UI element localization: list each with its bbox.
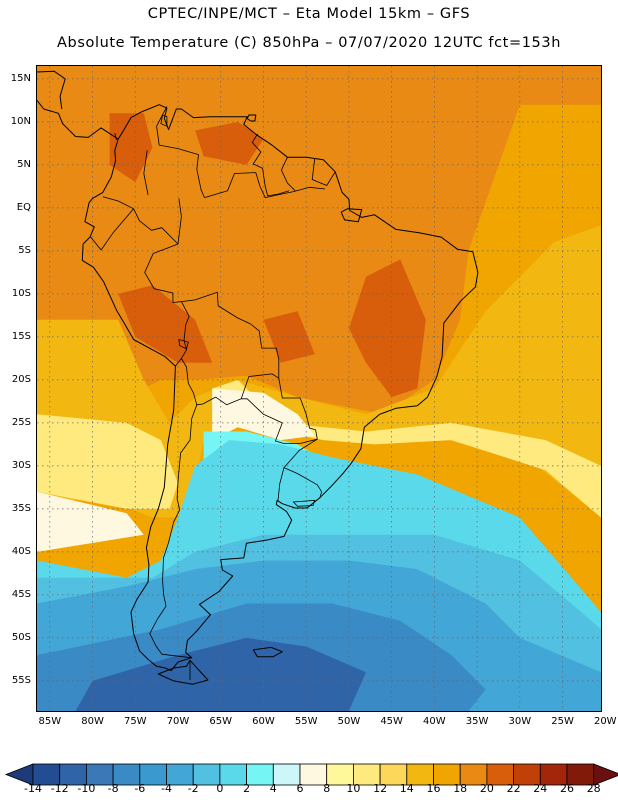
- country-border-12: [283, 438, 323, 498]
- colorbar-label: 6: [296, 782, 304, 795]
- country-border-3: [102, 196, 179, 245]
- latitude-label: 5S: [18, 244, 31, 256]
- latitude-label: 45S: [11, 588, 31, 600]
- country-border-9: [144, 198, 190, 367]
- colorbar-label: -6: [134, 782, 146, 795]
- colorbar-label: 10: [346, 782, 361, 795]
- map-title-line-2: Absolute Temperature (C) 850hPa – 07/07/…: [57, 35, 561, 51]
- temperature-band-1: [109, 113, 153, 183]
- latitude-label: 15N: [10, 72, 31, 84]
- coastline-4: [252, 646, 283, 658]
- coastline-3: [157, 659, 209, 685]
- longitude-label: 80W: [81, 716, 104, 727]
- map-title-line-1: CPTEC/INPE/MCT – Eta Model 15km – GFS: [147, 6, 471, 22]
- colorbar-label: -2: [187, 782, 199, 795]
- temperature-band-6: [37, 225, 601, 518]
- longitude-label: 20W: [593, 716, 617, 727]
- longitude-label: 25W: [551, 716, 574, 727]
- longitude-label: 65W: [209, 716, 233, 727]
- lake-0: [178, 338, 189, 350]
- colorbar-label: -14: [24, 782, 42, 795]
- country-border-14: [149, 404, 198, 659]
- country-border-8: [204, 172, 326, 199]
- country-border-0: [114, 133, 117, 141]
- colorbar-label: 28: [586, 782, 601, 795]
- longitude-label: 45W: [380, 716, 403, 727]
- latitude-label: 35S: [11, 502, 31, 514]
- colorbar-label: -4: [161, 782, 172, 795]
- country-border-2: [143, 150, 149, 196]
- longitude-label: 55W: [294, 716, 318, 727]
- longitude-label: 70W: [166, 716, 190, 727]
- colorbar-label: -8: [107, 782, 119, 795]
- coastline-5: [246, 114, 257, 122]
- lat-lon-grid: [37, 66, 601, 711]
- longitude-label: 75W: [123, 716, 147, 727]
- colorbar-label: 26: [560, 782, 574, 795]
- longitude-label: 30W: [508, 716, 532, 727]
- colorbar-label: 24: [533, 782, 548, 795]
- temperature-field: [37, 66, 601, 711]
- longitude-label: 60W: [252, 716, 275, 727]
- country-border-5: [251, 133, 290, 197]
- colorbar-label: 14: [399, 782, 414, 795]
- country-border-7: [311, 158, 336, 186]
- temperature-band-10: [37, 491, 144, 552]
- longitude-label: 85W: [38, 716, 62, 727]
- country-border-10: [181, 291, 280, 406]
- temperature-band-2: [195, 121, 264, 165]
- latitude-label: 50S: [11, 631, 31, 643]
- colorbar-max-arrow: [593, 763, 618, 786]
- latitude-label: 5N: [17, 158, 31, 170]
- colorbar-label: 16: [426, 782, 441, 795]
- colorbar-label: 18: [453, 782, 468, 795]
- latitude-label: 10N: [10, 115, 31, 127]
- temperature-band-16: [75, 637, 366, 711]
- latitude-label: 25S: [11, 416, 31, 428]
- latitude-label: EQ: [16, 201, 31, 213]
- coastline-6: [340, 208, 363, 223]
- latitude-label: 55S: [11, 674, 31, 686]
- colorbar-label: 12: [373, 782, 388, 795]
- longitude-label: 40W: [423, 716, 446, 727]
- coastline-2: [81, 104, 479, 672]
- lake-1: [160, 114, 168, 127]
- latitude-label: 10S: [11, 287, 31, 299]
- temperature-band-3: [118, 285, 213, 363]
- temperature-band-7: [37, 414, 178, 509]
- colorbar-label: -10: [77, 782, 96, 795]
- colorbar-label: 0: [216, 782, 224, 795]
- colorbar-label: 22: [506, 782, 521, 795]
- lake-2: [292, 499, 316, 507]
- coastline-0: [37, 100, 119, 140]
- colorbar-label: 4: [269, 782, 277, 795]
- latitude-label: 30S: [11, 459, 31, 471]
- colorbar-label: 8: [323, 782, 331, 795]
- latitude-label: 20S: [11, 373, 31, 385]
- colorbar-label: 2: [243, 782, 251, 795]
- colorbar-label: -12: [50, 782, 69, 795]
- colorbar: [4, 763, 618, 786]
- country-border-11: [241, 378, 318, 444]
- longitude-label: 35W: [465, 716, 489, 727]
- longitude-label: 50W: [337, 716, 361, 727]
- latitude-label: 40S: [11, 545, 31, 557]
- latitude-label: 15S: [11, 330, 31, 342]
- country-border-13: [277, 467, 285, 501]
- country-border-6: [280, 157, 296, 191]
- country-border-1: [156, 106, 205, 198]
- country-outlines: [37, 70, 479, 685]
- coastline-1: [37, 70, 66, 110]
- temperature-map: [36, 65, 602, 712]
- colorbar-label: 20: [479, 782, 494, 795]
- country-border-4: [90, 208, 134, 251]
